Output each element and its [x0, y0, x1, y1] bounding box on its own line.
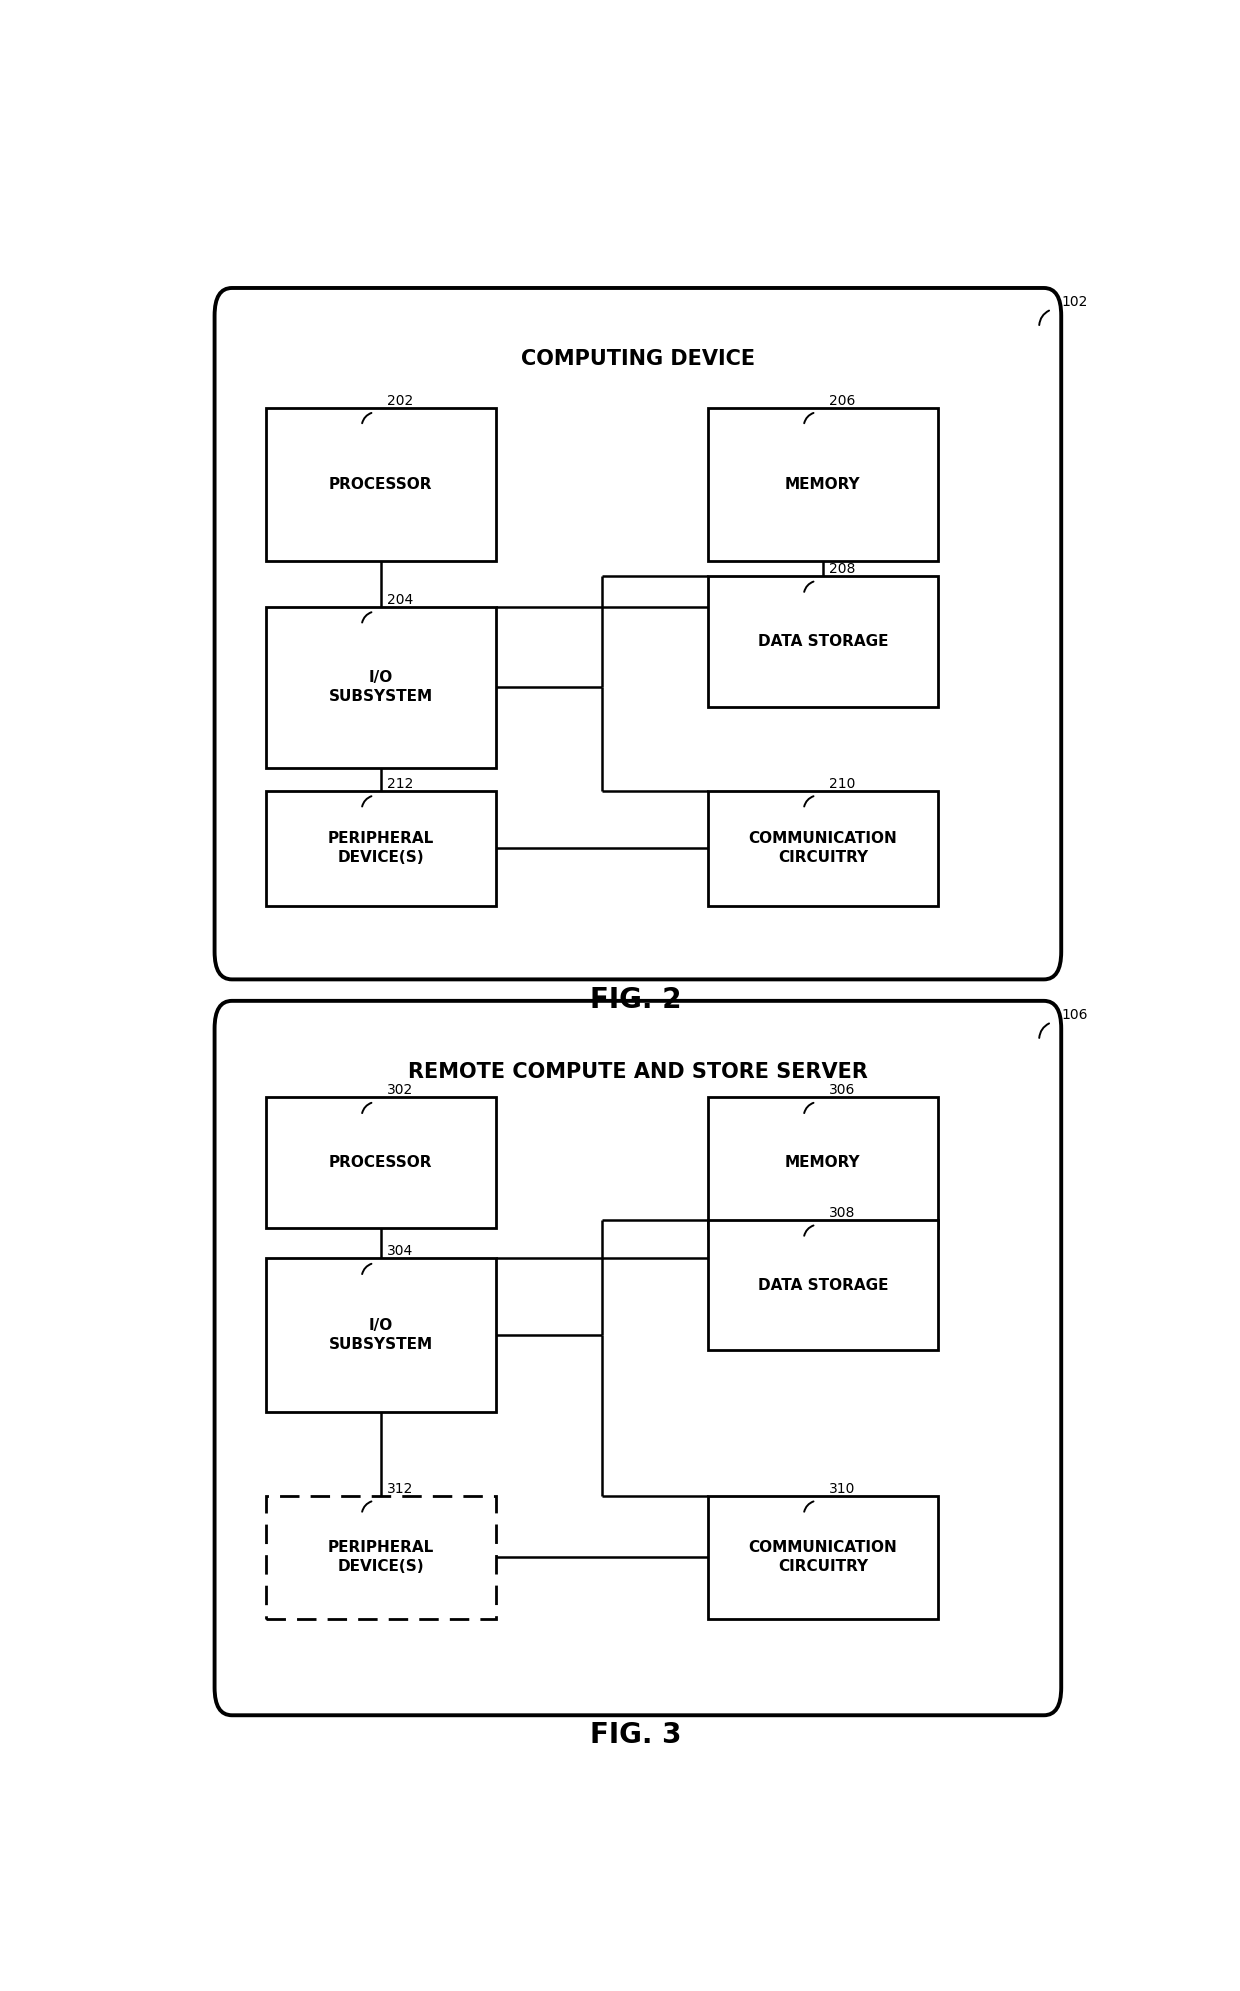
- FancyBboxPatch shape: [215, 289, 1061, 980]
- Bar: [708, 1495, 939, 1619]
- Text: MEMORY: MEMORY: [785, 1155, 861, 1171]
- Text: 302: 302: [387, 1083, 413, 1097]
- Text: 310: 310: [828, 1481, 856, 1495]
- FancyBboxPatch shape: [215, 1001, 1061, 1716]
- Text: FIG. 2: FIG. 2: [590, 986, 681, 1013]
- Text: MEMORY: MEMORY: [785, 476, 861, 492]
- Text: COMMUNICATION
CIRCUITRY: COMMUNICATION CIRCUITRY: [749, 1541, 898, 1575]
- Text: PERIPHERAL
DEVICE(S): PERIPHERAL DEVICE(S): [327, 830, 434, 866]
- Text: 304: 304: [387, 1244, 413, 1258]
- Bar: [265, 607, 496, 769]
- Text: PROCESSOR: PROCESSOR: [329, 476, 433, 492]
- Text: 106: 106: [1061, 1007, 1087, 1021]
- Text: 204: 204: [387, 593, 413, 607]
- Text: REMOTE COMPUTE AND STORE SERVER: REMOTE COMPUTE AND STORE SERVER: [408, 1061, 868, 1083]
- Bar: [708, 1220, 939, 1350]
- Text: I/O
SUBSYSTEM: I/O SUBSYSTEM: [329, 671, 433, 705]
- Bar: [265, 408, 496, 561]
- Text: PERIPHERAL
DEVICE(S): PERIPHERAL DEVICE(S): [327, 1541, 434, 1575]
- Text: COMMUNICATION
CIRCUITRY: COMMUNICATION CIRCUITRY: [749, 830, 898, 866]
- Text: COMPUTING DEVICE: COMPUTING DEVICE: [521, 348, 755, 368]
- Bar: [265, 1097, 496, 1228]
- Text: 312: 312: [387, 1481, 413, 1495]
- Bar: [708, 408, 939, 561]
- Text: 210: 210: [828, 776, 856, 790]
- Text: 102: 102: [1061, 295, 1087, 309]
- Bar: [265, 1258, 496, 1412]
- Text: PROCESSOR: PROCESSOR: [329, 1155, 433, 1171]
- Text: 208: 208: [828, 561, 856, 575]
- Text: 202: 202: [387, 394, 413, 408]
- Bar: [708, 575, 939, 707]
- Bar: [265, 790, 496, 906]
- Text: 306: 306: [828, 1083, 856, 1097]
- Bar: [708, 790, 939, 906]
- Text: 206: 206: [828, 394, 856, 408]
- Text: 308: 308: [828, 1207, 856, 1220]
- Bar: [265, 1495, 496, 1619]
- Text: FIG. 3: FIG. 3: [590, 1722, 681, 1750]
- Text: 212: 212: [387, 776, 413, 790]
- Text: DATA STORAGE: DATA STORAGE: [758, 633, 888, 649]
- Bar: [708, 1097, 939, 1228]
- Text: DATA STORAGE: DATA STORAGE: [758, 1278, 888, 1292]
- Text: I/O
SUBSYSTEM: I/O SUBSYSTEM: [329, 1318, 433, 1352]
